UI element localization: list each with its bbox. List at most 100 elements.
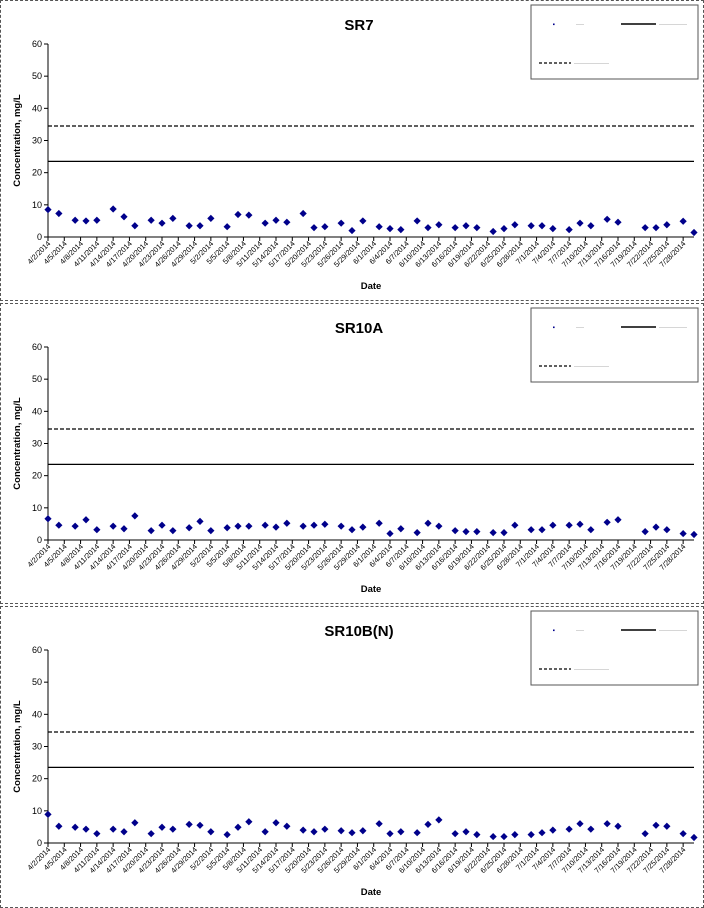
data-point [587,526,595,534]
x-axis-label: Date [361,281,382,292]
data-point [223,223,231,231]
data-point [272,523,280,531]
data-point [44,515,52,523]
data-point [196,222,204,230]
data-point [147,830,155,838]
data-point [245,211,253,219]
data-point [603,215,611,223]
legend-entry-text-blur [574,366,609,367]
legend [530,4,699,80]
y-tick-label: 0 [37,535,42,545]
data-point [185,222,193,230]
data-point [527,222,535,230]
data-point [158,219,166,227]
legend-marker-swatch [553,326,555,329]
data-point [435,221,443,229]
data-point [375,820,383,828]
data-point [462,528,470,536]
chart-title: SR10B(N) [324,623,393,640]
data-point [679,529,687,538]
data-point [663,526,671,534]
legend-entry-text-blur [576,24,584,25]
data-point [55,209,63,218]
data-point [473,224,481,232]
y-axis-label: Concentration, mg/L [12,397,23,490]
y-tick-label: 0 [37,232,42,242]
data-point [462,222,470,230]
y-tick-label: 50 [32,677,42,687]
data-point [169,825,177,833]
y-tick-label: 30 [32,742,42,752]
data-point [386,225,394,233]
data-point [386,830,394,838]
data-point [565,226,573,234]
data-point [549,225,557,233]
legend-box [530,307,699,383]
legend-entry-text-blur [574,63,609,64]
x-axis-label: Date [361,584,382,595]
data-point [565,825,573,833]
data-point [55,521,63,529]
data-point [109,522,117,530]
chart-sr10b-n: SR10B(N) 0 10 20 30 40 50 60 Concentration, mg/L… [12,610,699,898]
chart-title: SR10A [335,320,384,337]
data-point [576,520,584,528]
y-axis-label: Concentration, mg/L [12,700,23,793]
data-point [451,830,459,838]
data-point [500,529,508,537]
data-point [397,828,405,836]
data-point [272,819,280,827]
data-point [587,825,595,833]
data-point [435,522,443,530]
data-point [652,821,660,829]
data-point [71,216,79,224]
data-point [527,831,535,839]
data-point [131,222,139,230]
data-point [120,828,128,836]
data-point [603,518,611,526]
legend-entry-text-blur [659,24,687,25]
y-tick-label: 10 [32,503,42,513]
data-point [71,522,79,530]
data-point [473,831,481,839]
data-point [245,818,253,826]
data-point [451,527,459,535]
data-point [375,223,383,231]
y-tick-label: 30 [32,439,42,449]
data-point [424,820,432,828]
data-point [549,521,557,529]
data-point [82,516,90,524]
data-point [82,217,90,225]
y-tick-label: 20 [32,774,42,784]
y-tick-label: 20 [32,168,42,178]
data-point [489,227,497,236]
data-point [386,529,394,538]
y-axis-label: Concentration, mg/L [12,94,23,187]
data-point [158,521,166,529]
data-point [652,224,660,232]
legend-box [530,610,699,686]
data-point [321,223,329,231]
data-point [82,825,90,833]
data-point [234,522,242,530]
x-axis-label: Date [361,887,382,898]
data-point [234,823,242,831]
y-tick-label: 50 [32,71,42,81]
data-point [565,521,573,529]
data-point [131,819,139,827]
data-point [283,519,291,527]
data-point [603,820,611,828]
data-point [424,224,432,232]
data-point [435,816,443,824]
data-point [71,823,79,831]
data-point [413,217,421,225]
chart-title: SR7 [344,17,373,34]
data-point [93,526,101,534]
data-point [337,522,345,530]
legend-entry-text-blur [574,669,609,670]
data-point [641,528,649,536]
data-point [500,832,508,841]
data-point [511,831,519,839]
data-point [397,525,405,533]
